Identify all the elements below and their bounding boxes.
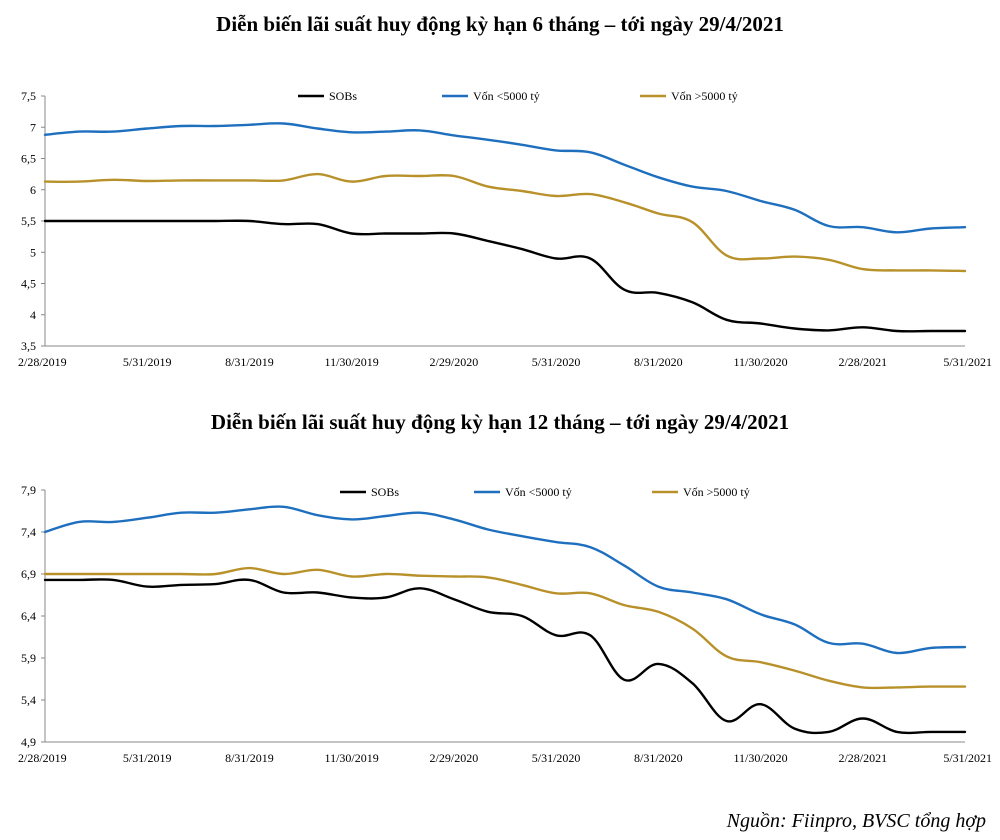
y-tick-label: 6,5 [21, 152, 36, 166]
y-tick-label: 7,5 [21, 89, 36, 103]
series-line-von-gt-5000-ty [43, 172, 967, 273]
legend-label-sobs: SOBs [329, 89, 357, 103]
series-line-von-gt-5000-ty [43, 566, 967, 690]
x-tick-label: 11/30/2020 [733, 751, 787, 765]
y-tick-label: 5,9 [21, 651, 36, 665]
y-tick-label: 4,9 [21, 735, 36, 749]
chart-6-month: 7,5 7 6,5 6 5,5 5 4,5 4 3,5 2/28/2019 5/31/2019 8/3… [18, 89, 992, 369]
legend-label-von-lt-5000-ty: Vốn <5000 tỷ [505, 485, 572, 499]
x-tick-label: 5/31/2020 [532, 751, 581, 765]
x-tick-label: 2/29/2020 [430, 355, 479, 369]
x-tick-label: 5/31/2020 [532, 355, 581, 369]
x-tick-label: 2/28/2019 [18, 751, 67, 765]
legend-label-von-gt-5000-ty: Vốn >5000 tỷ [683, 485, 750, 499]
x-tick-label: 11/30/2020 [733, 355, 787, 369]
y-tick-label: 4,5 [21, 277, 36, 291]
y-tick-label: 6,4 [21, 609, 36, 623]
x-tick-label: 5/31/2019 [123, 751, 172, 765]
series-line-sobs [43, 578, 967, 735]
y-tick-label: 6 [30, 183, 36, 197]
x-tick-label: 5/31/2021 [943, 355, 992, 369]
x-tick-label: 8/31/2019 [225, 355, 274, 369]
series-line-sobs [43, 219, 967, 333]
series-line-von-lt-5000-ty [43, 505, 967, 655]
x-tick-label: 2/28/2019 [18, 355, 67, 369]
x-tick-label: 2/29/2020 [430, 751, 479, 765]
y-tick-label: 7,9 [21, 483, 36, 497]
chart-12-month: 7,9 7,4 6,9 6,4 5,9 5,4 4,9 2/28/2019 5/31/2019 8… [18, 483, 992, 765]
legend-label-von-gt-5000-ty: Vốn >5000 tỷ [671, 89, 738, 103]
x-tick-label: 2/28/2021 [838, 355, 887, 369]
legend-label-sobs: SOBs [371, 485, 399, 499]
x-tick-label: 8/31/2019 [225, 751, 274, 765]
x-tick-label: 11/30/2019 [325, 751, 379, 765]
y-tick-label: 5 [30, 245, 36, 259]
y-tick-label: 5,5 [21, 214, 36, 228]
y-tick-label: 7 [30, 120, 36, 134]
x-tick-label: 5/31/2021 [943, 751, 992, 765]
x-tick-label: 11/30/2019 [325, 355, 379, 369]
y-tick-label: 4 [30, 308, 36, 322]
y-tick-label: 5,4 [21, 693, 36, 707]
x-tick-label: 5/31/2019 [123, 355, 172, 369]
source-note: Nguồn: Fiinpro, BVSC tổng hợp [726, 810, 986, 832]
chart-title-6-month: Diễn biến lãi suất huy động kỳ hạn 6 thá… [216, 12, 784, 36]
y-tick-label: 3,5 [21, 339, 36, 353]
x-tick-label: 8/31/2020 [634, 751, 683, 765]
legend-label-von-lt-5000-ty: Vốn <5000 tỷ [473, 89, 540, 103]
x-tick-label: 2/28/2021 [838, 751, 887, 765]
chart-title-12-month: Diễn biến lãi suất huy động kỳ hạn 12 th… [210, 410, 790, 434]
y-tick-label: 7,4 [21, 525, 36, 539]
series-line-von-lt-5000-ty [43, 122, 967, 234]
x-tick-label: 8/31/2020 [634, 355, 683, 369]
y-tick-label: 6,9 [21, 567, 36, 581]
